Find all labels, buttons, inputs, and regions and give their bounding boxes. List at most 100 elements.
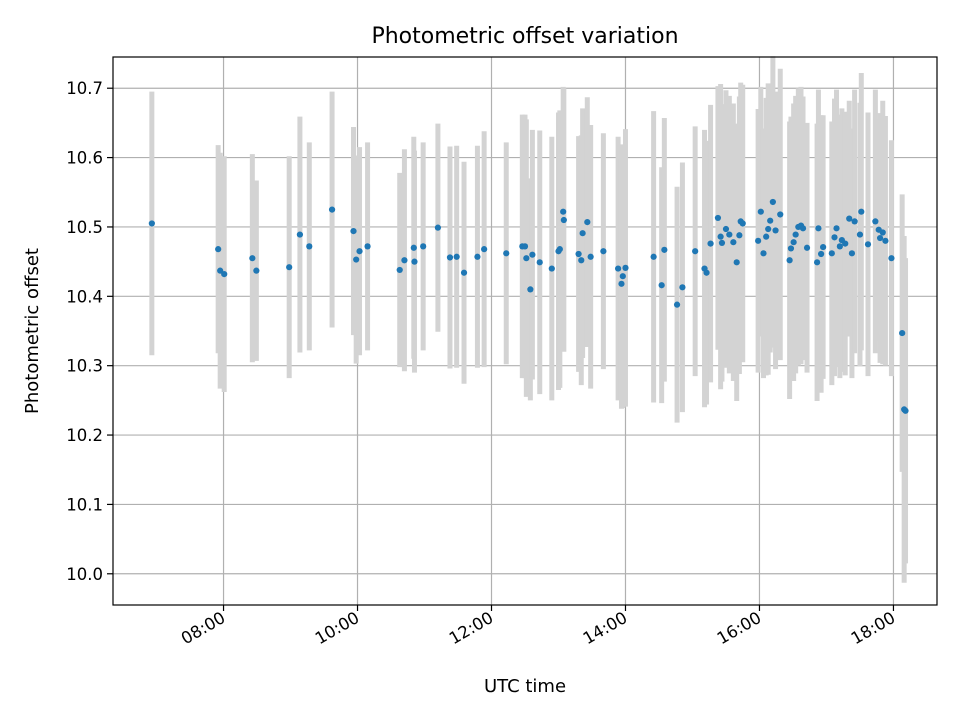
data-point — [296, 231, 304, 238]
data-point — [350, 228, 357, 235]
data-point — [575, 250, 582, 258]
data-point — [619, 273, 626, 280]
data-point — [902, 407, 909, 414]
data-point — [658, 282, 665, 289]
data-point — [772, 227, 779, 234]
data-point — [879, 229, 886, 236]
data-point — [733, 259, 740, 266]
data-point — [584, 218, 591, 226]
data-point — [560, 208, 567, 215]
y-tick-label: 10.2 — [66, 426, 103, 445]
data-point — [622, 264, 629, 271]
x-axis-label: UTC time — [484, 676, 566, 697]
data-point — [328, 206, 336, 213]
data-point — [769, 198, 776, 206]
data-point — [703, 269, 710, 276]
data-point — [536, 259, 543, 266]
data-points — [148, 198, 909, 414]
data-point — [818, 250, 825, 258]
data-point — [888, 255, 895, 262]
data-point — [786, 257, 793, 264]
data-point — [714, 214, 722, 222]
data-point — [578, 257, 585, 264]
data-point — [787, 245, 795, 252]
data-point — [757, 208, 764, 215]
data-point — [692, 248, 699, 255]
data-point — [396, 266, 403, 274]
data-point — [521, 243, 529, 250]
data-point — [221, 271, 228, 278]
data-point — [618, 280, 625, 287]
data-point — [831, 234, 838, 241]
data-point — [446, 254, 454, 261]
y-tick-label: 10.5 — [66, 218, 103, 237]
data-point — [523, 255, 530, 262]
data-point — [410, 244, 417, 251]
data-point — [799, 225, 807, 232]
data-point — [777, 211, 784, 218]
data-point — [736, 232, 743, 239]
data-point — [726, 231, 733, 238]
data-point — [730, 239, 737, 246]
data-point — [828, 250, 835, 257]
data-point — [217, 267, 224, 274]
data-point — [434, 224, 442, 231]
data-point — [763, 233, 770, 240]
data-point — [453, 253, 460, 260]
data-point — [718, 239, 726, 247]
data-point — [755, 237, 762, 244]
data-point — [848, 250, 856, 257]
data-point — [560, 216, 567, 224]
data-point — [661, 246, 668, 253]
data-point — [148, 220, 155, 227]
data-point — [820, 243, 827, 251]
data-point — [306, 243, 313, 250]
data-point — [650, 253, 657, 260]
data-point — [286, 264, 293, 271]
data-point — [579, 230, 586, 237]
data-point — [707, 240, 714, 247]
data-point — [717, 233, 724, 240]
y-tick-label: 10.1 — [66, 495, 103, 514]
data-point — [815, 225, 822, 232]
data-point — [882, 237, 889, 244]
data-point — [833, 225, 840, 232]
data-point — [673, 301, 681, 308]
data-point — [474, 253, 481, 260]
data-point — [600, 248, 607, 255]
data-point — [460, 269, 468, 276]
data-point — [420, 243, 427, 250]
data-point — [401, 257, 408, 264]
y-tick-label: 10.4 — [66, 287, 103, 306]
y-tick-label: 10.3 — [66, 357, 103, 376]
y-axis-ticks: 10.0 10.1 10.2 10.3 10.4 10.5 10.6 10.7 — [66, 79, 113, 584]
data-point — [864, 241, 872, 248]
data-point — [803, 244, 811, 251]
data-point — [767, 217, 774, 224]
data-point — [899, 329, 906, 337]
data-point — [215, 246, 222, 253]
data-point — [364, 243, 371, 250]
data-point — [813, 259, 821, 266]
data-point — [548, 265, 555, 272]
data-point — [481, 246, 488, 253]
chart-title: Photometric offset variation — [371, 24, 678, 49]
data-point — [792, 231, 799, 238]
data-point — [249, 255, 256, 262]
data-point — [556, 246, 563, 253]
data-point — [679, 284, 686, 291]
y-tick-label: 10.6 — [66, 149, 103, 168]
data-point — [615, 265, 622, 272]
data-point — [872, 218, 879, 225]
data-point — [842, 240, 849, 247]
data-point — [529, 251, 536, 258]
data-point — [858, 208, 865, 215]
y-axis-label: Photometric offset — [22, 248, 43, 414]
y-tick-label: 10.7 — [66, 79, 103, 98]
data-point — [739, 220, 746, 227]
y-tick-label: 10.0 — [66, 565, 103, 584]
data-point — [876, 234, 884, 242]
data-point — [411, 258, 418, 265]
data-point — [527, 286, 534, 293]
